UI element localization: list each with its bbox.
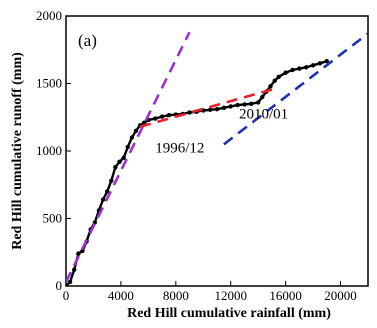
data-point	[113, 165, 118, 170]
y-tick-label-3: 1500	[36, 76, 62, 91]
data-point	[272, 78, 277, 84]
fit-line-3	[223, 32, 368, 146]
fit-line-1	[66, 31, 191, 283]
x-tick-label-2: 8000	[163, 288, 189, 303]
data-point	[214, 107, 220, 112]
data-point	[221, 105, 227, 111]
x-tick-label-4: 16000	[269, 288, 302, 303]
x-tick-label-0: 0	[63, 288, 70, 303]
data-point	[207, 107, 213, 113]
data-point	[109, 178, 114, 183]
data-point	[283, 70, 288, 75]
data-point	[117, 159, 122, 164]
data-point	[304, 65, 309, 70]
data-point	[317, 61, 323, 66]
data-point	[235, 102, 240, 108]
data-point	[105, 189, 110, 194]
data-point	[268, 84, 273, 89]
data-point	[159, 114, 165, 119]
y-axis-label: Red Hill cumulative runoff (mm)	[10, 52, 25, 250]
y-tick-label-1: 500	[43, 211, 63, 226]
series-group	[66, 31, 368, 286]
x-tick-label-3: 12000	[214, 288, 247, 303]
data-point	[242, 102, 247, 107]
data-point	[66, 283, 69, 286]
data-point	[125, 144, 130, 150]
data-point	[249, 101, 254, 107]
y-tick-label-2: 1000	[36, 143, 62, 158]
data-point	[228, 104, 233, 109]
annotation-0: 1996/12	[155, 140, 204, 156]
data-point	[297, 66, 302, 71]
data-point	[276, 74, 281, 80]
data-point	[76, 251, 81, 256]
data-point	[121, 155, 126, 160]
data-point	[187, 110, 192, 115]
y-tick-label-4: 2000	[36, 8, 62, 23]
panel-label: (a)	[78, 31, 97, 50]
data-point	[72, 267, 77, 272]
plot-frame	[65, 15, 369, 287]
y-tick-label-0: 0	[56, 278, 63, 293]
annotation-1: 2010/01	[239, 107, 288, 123]
data-point	[260, 94, 265, 100]
x-tick-label-1: 4000	[108, 288, 134, 303]
data-point	[133, 128, 139, 133]
x-tick-label-5: 20000	[324, 288, 357, 303]
data-point	[67, 279, 73, 285]
data-point	[100, 197, 106, 202]
data-point	[256, 100, 261, 105]
fit-line-2	[139, 86, 280, 128]
data-point	[290, 67, 295, 73]
data-point	[80, 248, 85, 254]
data-point	[129, 135, 135, 140]
data-point	[324, 59, 329, 64]
x-axis-label: Red Hill cumulative rainfall (mm)	[127, 306, 331, 321]
data-point	[310, 63, 316, 68]
data-point	[142, 120, 147, 125]
data-point	[166, 113, 172, 118]
data-point	[153, 116, 158, 121]
